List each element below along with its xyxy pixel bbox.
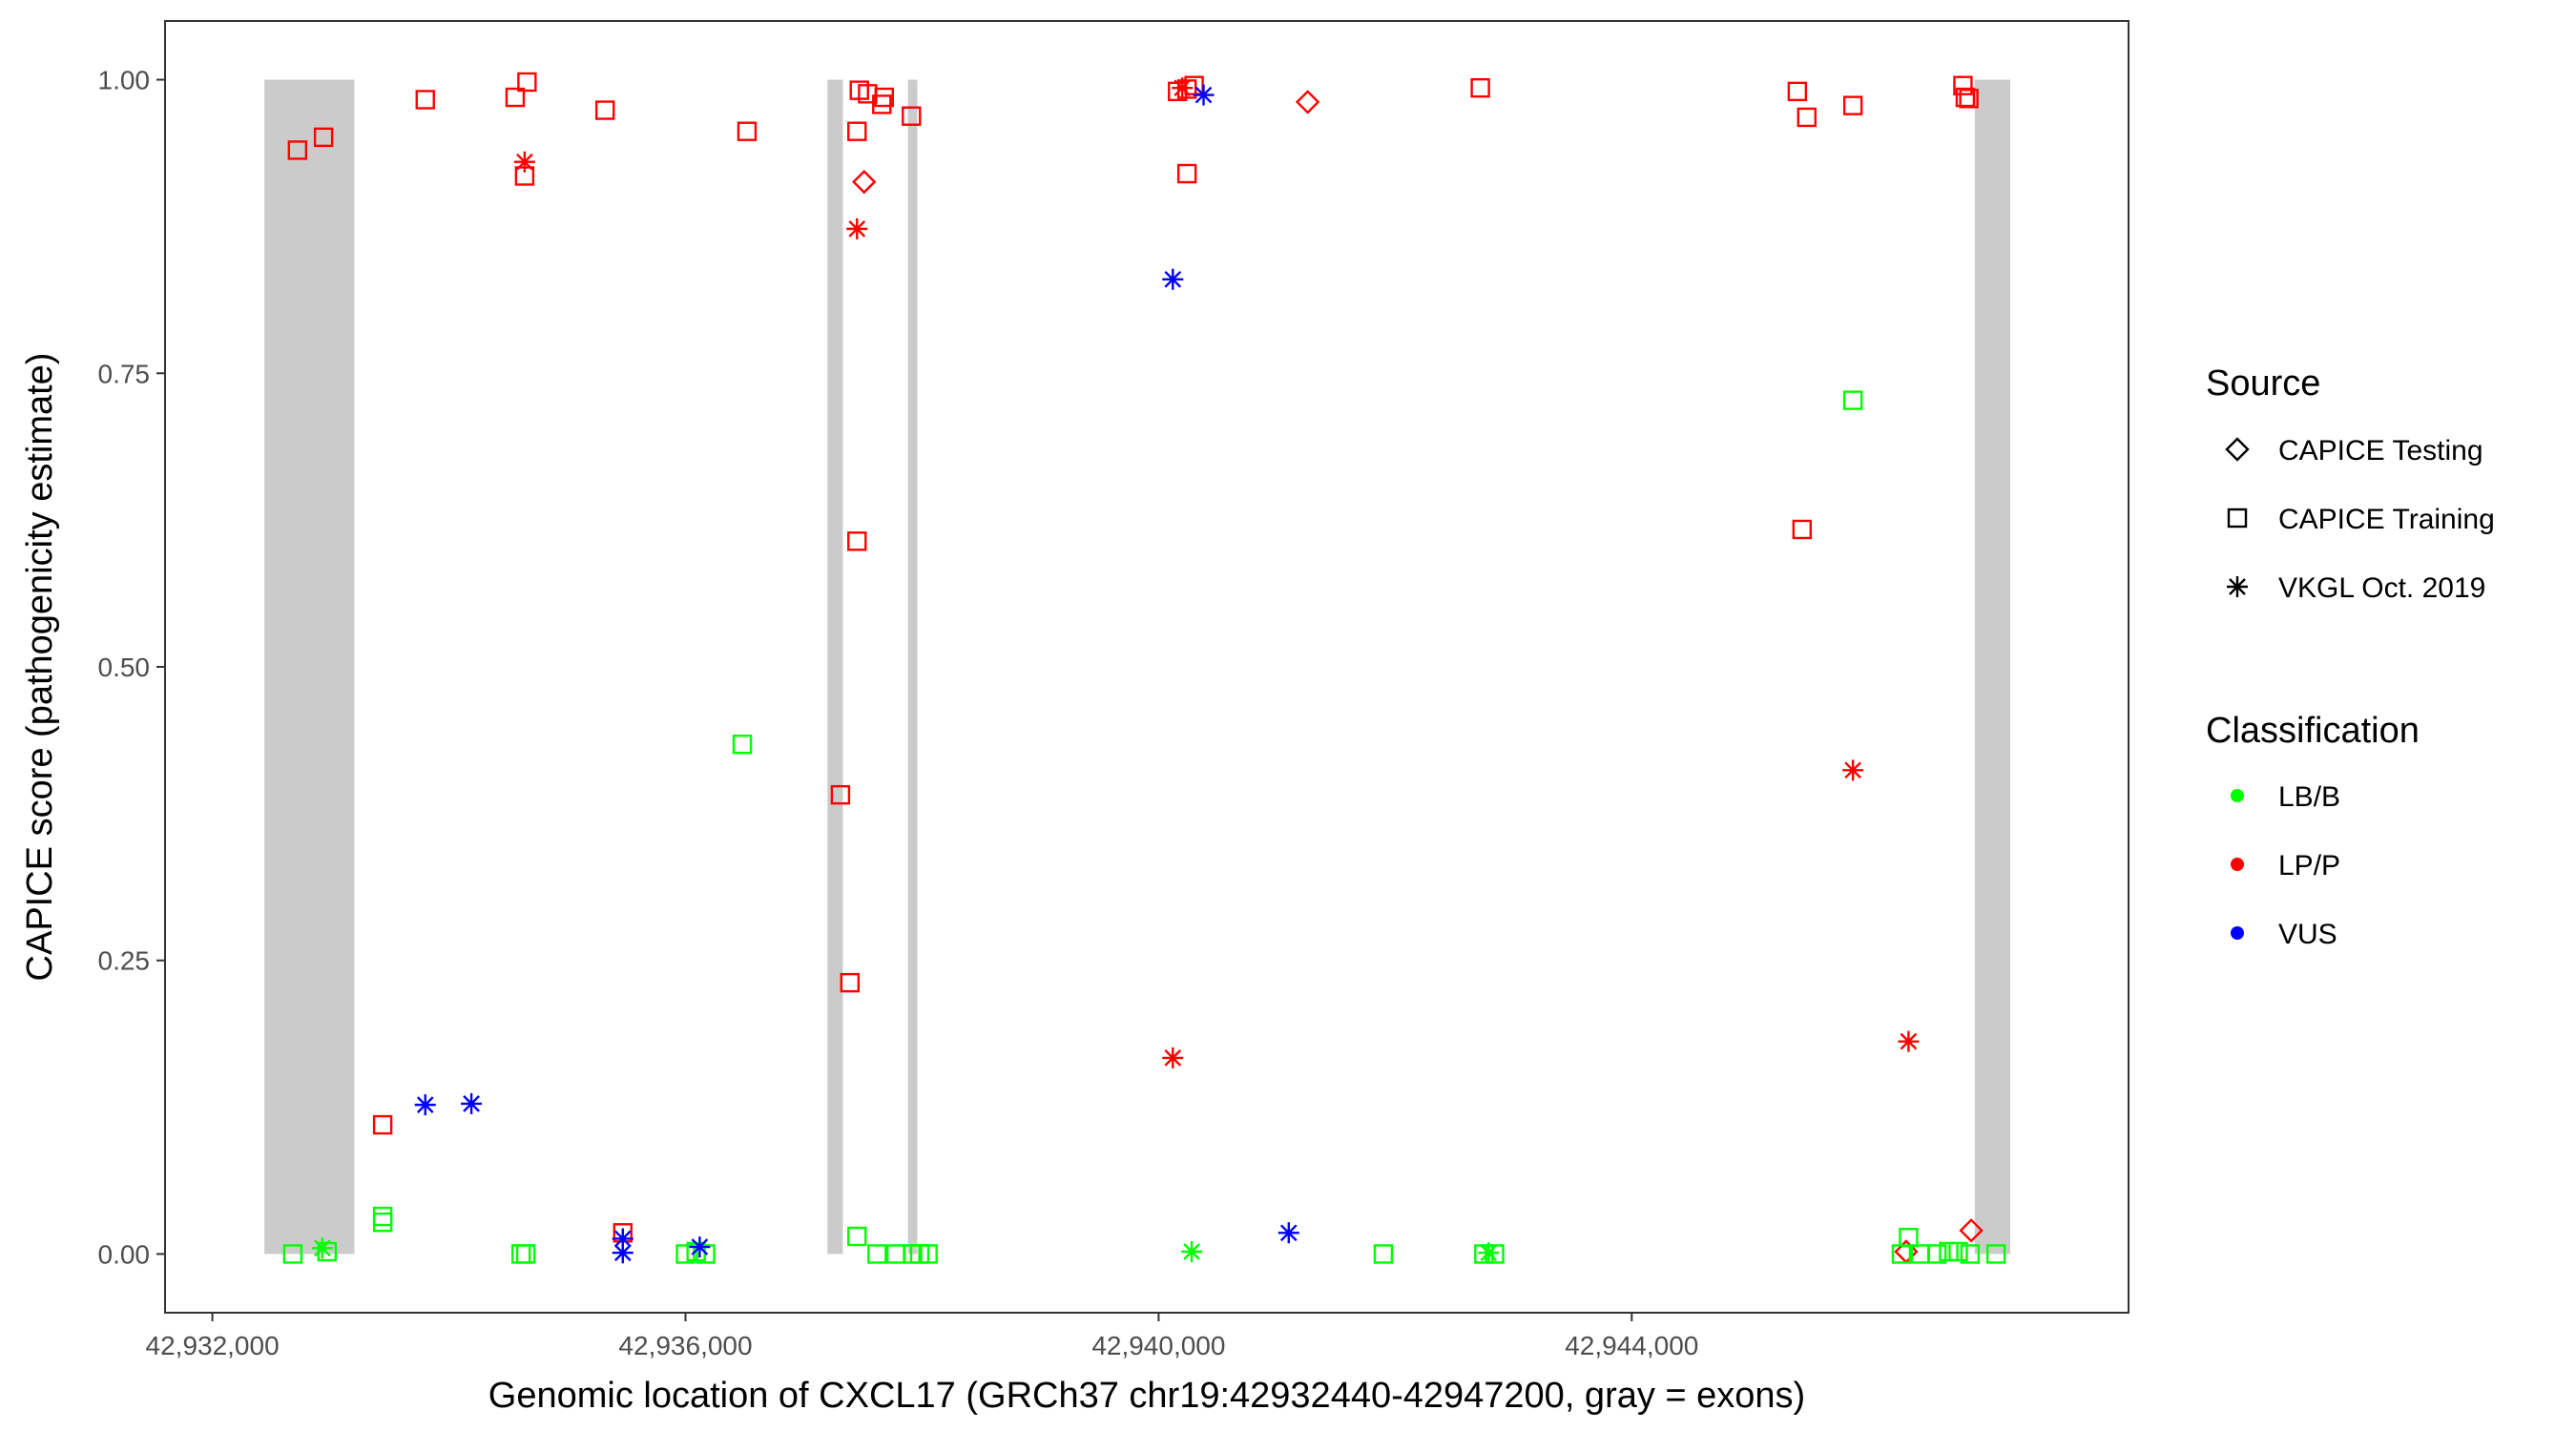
data-point [1959, 89, 1979, 109]
legend-title-source: Source [2206, 363, 2320, 404]
data-point [1891, 1244, 1912, 1264]
y-tick-label: 1.00 [98, 66, 151, 95]
data-point [1474, 1244, 1494, 1264]
y-tick-label: 0.00 [98, 1239, 151, 1269]
data-point [902, 106, 922, 126]
data-point [517, 72, 537, 93]
data-point [1172, 77, 1194, 99]
data-point [1373, 1244, 1394, 1264]
x-tick-label: 42,932,000 [146, 1331, 280, 1360]
data-point [874, 87, 894, 108]
data-point [1176, 79, 1197, 99]
data-point [696, 1244, 716, 1264]
exon-band [1974, 79, 2011, 1255]
data-point [1985, 1244, 2006, 1264]
y-tick-label: 0.50 [98, 653, 151, 682]
data-point [689, 1236, 711, 1258]
legend-title-classification: Classification [2206, 711, 2420, 751]
data-point [732, 735, 753, 755]
data-point [847, 531, 867, 551]
y-axis-title: CAPICE score (pathogenicity estimate) [20, 353, 60, 982]
legend-label: LP/P [2278, 850, 2340, 881]
data-point [852, 169, 877, 195]
exon-bands [264, 79, 2011, 1255]
data-point [918, 1244, 938, 1264]
data-point [287, 140, 308, 160]
x-tick-label: 42,936,000 [618, 1331, 752, 1360]
data-point [415, 90, 435, 110]
y-tick-label: 0.75 [98, 359, 151, 388]
legend: Source CAPICE Testing CAPICE Training VKGL … [2206, 363, 2495, 950]
axes: 0.00 0.25 0.50 0.75 1.00 42,932,000 42,936,000… [98, 66, 1699, 1360]
data-point [846, 218, 868, 239]
legend-key-dot [2231, 789, 2244, 802]
legend-label: VUS [2278, 919, 2337, 950]
data-point [372, 1213, 393, 1233]
data-point [1898, 1030, 1920, 1052]
data-point [1953, 75, 1973, 95]
data-point [515, 1244, 536, 1264]
data-point [1842, 759, 1864, 781]
legend-label: LB/B [2278, 781, 2340, 813]
data-points [282, 72, 2006, 1264]
exon-band [907, 79, 918, 1255]
data-point [1926, 1244, 1947, 1264]
legend-key-asterisk [2227, 576, 2248, 597]
data-point [737, 121, 758, 141]
data-point [830, 784, 851, 805]
data-point [1960, 1244, 1981, 1264]
x-tick-label: 42,940,000 [1091, 1331, 1225, 1360]
data-point [612, 1228, 634, 1250]
data-point [282, 1244, 303, 1264]
data-point [1162, 1047, 1184, 1068]
data-point [1797, 107, 1817, 128]
legend-label: CAPICE Training [2278, 504, 2495, 535]
data-point [1842, 95, 1863, 115]
legend-key-dot [2231, 926, 2244, 940]
data-point [1948, 1241, 1968, 1262]
data-point [1842, 390, 1863, 410]
data-point [872, 94, 892, 114]
data-point [1193, 84, 1215, 106]
data-point [414, 1094, 436, 1116]
legend-label: CAPICE Testing [2278, 435, 2483, 467]
data-point [372, 1114, 393, 1135]
exon-band [827, 79, 843, 1255]
data-point [1478, 1242, 1500, 1264]
legend-label: VKGL Oct. 2019 [2278, 572, 2485, 604]
x-tick-label: 42,944,000 [1565, 1331, 1698, 1360]
data-point [505, 87, 526, 108]
data-point [461, 1092, 483, 1114]
data-point [867, 1244, 887, 1264]
data-point [1176, 163, 1197, 184]
data-point [1162, 268, 1184, 290]
data-point [1295, 90, 1320, 114]
x-axis-title: Genomic location of CXCL17 (GRCh37 chr19… [488, 1376, 1805, 1416]
legend-key-diamond [2225, 437, 2250, 462]
legend-key-dot [2231, 858, 2244, 871]
data-point [1278, 1222, 1299, 1244]
data-point [513, 151, 535, 173]
exon-band [264, 79, 355, 1255]
data-point [847, 1226, 867, 1247]
data-point [1959, 1218, 1984, 1243]
data-point [594, 100, 615, 120]
data-point [1470, 77, 1490, 98]
data-point [847, 121, 867, 141]
legend-key-square [2227, 508, 2248, 529]
data-point [612, 1242, 634, 1264]
data-point [313, 127, 334, 148]
data-point [1955, 87, 1976, 108]
data-point [840, 972, 861, 993]
data-point [311, 1237, 333, 1259]
data-point [1792, 519, 1813, 540]
data-point [1181, 1240, 1203, 1262]
y-tick-label: 0.25 [98, 946, 151, 976]
data-point [1787, 81, 1808, 102]
